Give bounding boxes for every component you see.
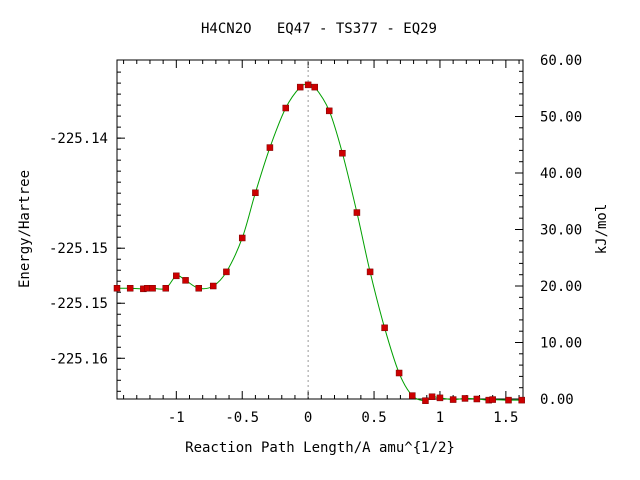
x-axis-label: Reaction Path Length/A amu^{1/2} <box>185 440 455 456</box>
x-tick-label: -1 <box>168 410 185 426</box>
tick-labels: -1 -0.5 0 0.5 1 1.5 -225.14 -225.15 -225.15 -225.… <box>49 53 582 426</box>
y-right-tick-label: 30.00 <box>540 223 582 239</box>
data-point <box>395 369 403 377</box>
data-point <box>162 285 170 292</box>
chart-title: H4CN2O EQ47 - TS377 - EQ29 <box>201 21 437 37</box>
y-left-tick-label: -225.14 <box>49 131 108 147</box>
y-right-tick-label: 40.00 <box>540 166 582 182</box>
energy-curve <box>116 83 522 402</box>
data-point <box>489 396 496 403</box>
data-point <box>182 277 189 284</box>
data-point <box>223 268 230 276</box>
data-point <box>339 149 346 157</box>
data-point <box>266 144 274 151</box>
data-point <box>518 396 525 404</box>
data-point <box>311 83 318 91</box>
data-point <box>173 272 180 280</box>
axis-ticks <box>117 59 523 400</box>
data-point <box>282 104 289 112</box>
y-right-tick-label: 50.00 <box>540 110 582 126</box>
data-point <box>304 81 312 89</box>
y-left-tick-label: -225.16 <box>49 351 108 367</box>
data-point <box>428 393 436 400</box>
data-point <box>238 234 246 242</box>
data-point <box>449 396 457 403</box>
y-right-tick-label: 10.00 <box>540 336 582 352</box>
x-tick-label: 0 <box>304 410 312 426</box>
data-point <box>409 392 416 399</box>
y-left-tick-label: -225.15 <box>49 241 108 257</box>
y-axis-left-label: Energy/Hartree <box>17 170 33 288</box>
data-point <box>113 285 121 292</box>
data-point <box>422 397 429 404</box>
plot-frame <box>116 59 524 400</box>
data-point <box>461 395 469 402</box>
data-points <box>113 81 525 404</box>
data-point <box>149 285 156 292</box>
data-point <box>325 107 333 115</box>
data-point <box>473 395 481 403</box>
data-point <box>436 394 444 402</box>
x-tick-label: 0.5 <box>361 410 386 426</box>
y-axis-right-label: kJ/mol <box>594 204 610 255</box>
data-point <box>126 285 134 292</box>
x-tick-label: 1 <box>436 410 444 426</box>
data-point <box>505 396 512 404</box>
data-point <box>195 285 202 292</box>
data-point <box>252 189 259 197</box>
data-point <box>366 268 374 276</box>
x-tick-label: -0.5 <box>225 410 259 426</box>
data-point <box>353 209 361 216</box>
data-point <box>296 83 304 91</box>
data-point <box>381 324 388 332</box>
data-point <box>209 282 217 290</box>
y-right-tick-label: 20.00 <box>540 279 582 295</box>
y-right-tick-label: 0.00 <box>540 392 574 408</box>
y-left-tick-label: -225.15 <box>49 296 108 312</box>
x-tick-label: 1.5 <box>493 410 518 426</box>
y-right-tick-label: 60.00 <box>540 53 582 69</box>
